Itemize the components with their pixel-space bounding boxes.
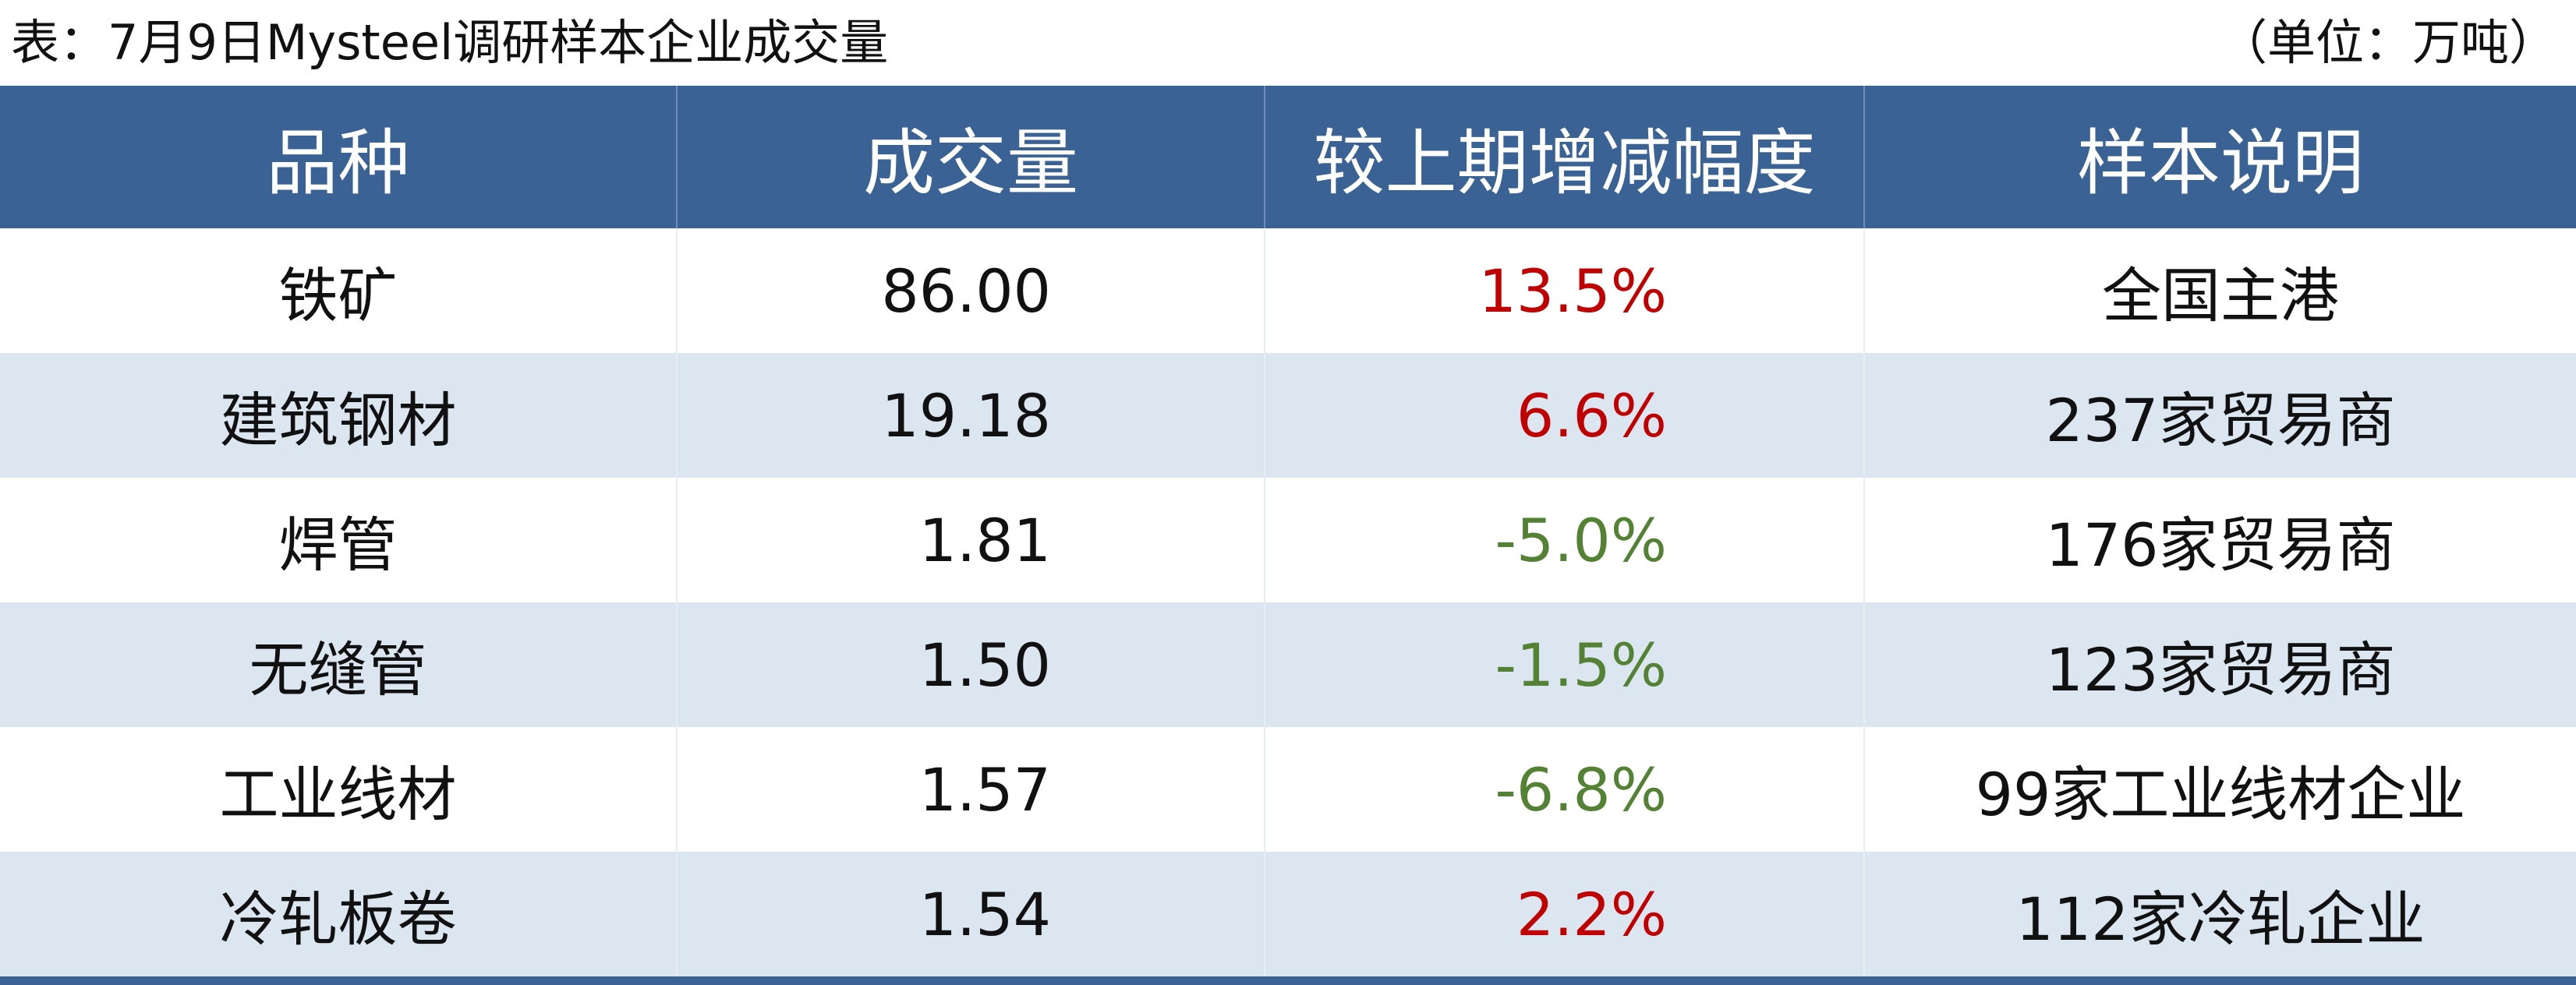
table-row: 焊管 1.81 -5.0% 176家贸易商 [0, 478, 2576, 602]
table-cell: 全国主港 [1863, 228, 2576, 353]
table-cell: 6.6% [1264, 353, 1864, 478]
table-title: 表：7月9日Mysteel调研样本企业成交量 [11, 14, 889, 71]
table-cell: 19.18 [676, 353, 1265, 478]
table-body: 铁矿 86.00 13.5% 全国主港 建筑钢材 19.18 6.6% 237家贸易商 焊管 1.… [0, 228, 2576, 981]
table-cell: 1.81 [676, 478, 1265, 602]
unit-label: （单位：万吨） [2218, 14, 2557, 71]
table-row: 冷轧板卷 1.54 2.2% 112家冷轧企业 [0, 852, 2576, 981]
table-cell: 焊管 [278, 510, 398, 580]
table-cell: -1.5% [1264, 602, 1864, 727]
table-row: 铁矿 86.00 13.5% 全国主港 [0, 228, 2576, 353]
table-cell: 1.54 [676, 852, 1265, 981]
table-cell: 176家贸易商 [1863, 478, 2576, 602]
table-cell: 86.00 [676, 228, 1265, 353]
table-cell: 无缝管 [0, 602, 677, 727]
table-cell: 冷轧板卷 [0, 852, 677, 981]
table-cell: 13.5% [1264, 228, 1864, 353]
column-header: 较上期增减幅度 [1264, 86, 1864, 228]
table-cell: 123家贸易商 [1863, 602, 2576, 727]
column-header: 样本说明 [1863, 86, 2576, 228]
table-cell: 铁矿 [278, 261, 398, 330]
table-cell: 1.57 [676, 727, 1265, 852]
table-cell: 工业线材 [219, 760, 457, 829]
data-table: 品种 成交量 较上期增减幅度 样本说明 铁矿 86.00 13.5% 全国主港 建筑钢材 19.… [0, 86, 2576, 985]
table-cell: 建筑钢材 [0, 353, 677, 478]
column-header: 成交量 [676, 86, 1265, 228]
header-row: 品种 成交量 较上期增减幅度 样本说明 [0, 86, 2576, 228]
table-cell: 2.2% [1264, 852, 1864, 981]
table-row: 无缝管 1.50 -1.5% 123家贸易商 [0, 602, 2576, 727]
table-cell: 1.50 [676, 602, 1265, 727]
table-cell: 99家工业线材企业 [1863, 727, 2576, 852]
table-cell: -6.8% [1264, 727, 1864, 852]
table-cell: 237家贸易商 [1863, 353, 2576, 478]
table-cell: 112家冷轧企业 [1863, 852, 2576, 981]
table-row: 建筑钢材 19.18 6.6% 237家贸易商 [0, 353, 2576, 478]
table-row: 工业线材 1.57 -6.8% 99家工业线材企业 [0, 727, 2576, 852]
table-cell: -5.0% [1264, 478, 1864, 602]
column-header: 品种 [0, 86, 677, 228]
